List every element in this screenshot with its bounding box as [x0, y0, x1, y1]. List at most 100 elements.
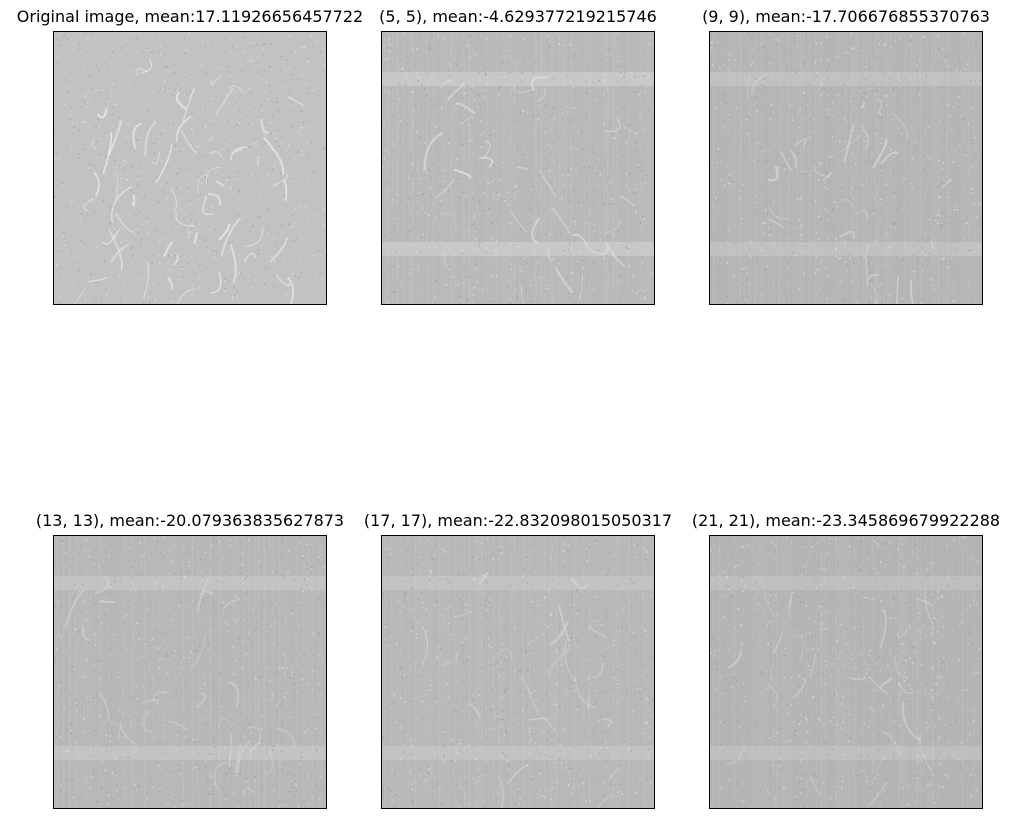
texture-band: [54, 576, 326, 590]
texture-speckle: [95, 51, 97, 54]
texture-speckle: [946, 215, 948, 218]
texture-speckle: [449, 605, 452, 608]
texture-speckle: [626, 688, 628, 691]
texture-speckle: [965, 183, 967, 185]
texture-speckle: [254, 258, 256, 260]
texture-speckle: [207, 146, 209, 148]
texture-speckle: [973, 269, 975, 271]
texture-speckle: [461, 179, 463, 182]
texture-speckle: [294, 795, 296, 797]
texture-speckle: [114, 257, 116, 260]
texture-speckle: [126, 647, 128, 650]
texture-speckle: [874, 133, 877, 135]
texture-speckle: [417, 622, 419, 624]
texture-speckle: [173, 609, 176, 611]
texture-speckle: [424, 212, 427, 214]
texture-speckle: [466, 49, 468, 51]
texture-speckle: [550, 735, 552, 737]
texture-band: [439, 536, 440, 808]
texture-speckle: [895, 222, 897, 224]
texture-speckle: [561, 634, 564, 636]
texture-speckle: [549, 233, 551, 235]
texture-speckle: [938, 146, 940, 149]
texture-speckle: [169, 549, 171, 552]
texture-speckle: [83, 32, 86, 34]
texture-speckle: [125, 68, 127, 71]
texture-speckle: [109, 654, 111, 657]
texture-speckle: [210, 776, 212, 778]
texture-speckle: [403, 32, 405, 34]
texture-speckle: [504, 75, 506, 77]
texture-speckle: [223, 102, 226, 104]
texture-edge: [215, 180, 225, 188]
texture-speckle: [765, 255, 768, 257]
texture-speckle: [430, 764, 433, 766]
texture-speckle: [382, 166, 384, 169]
texture-speckle: [801, 171, 803, 173]
texture-edge: [119, 721, 138, 746]
texture-speckle: [500, 782, 502, 784]
texture-speckle: [398, 69, 401, 71]
texture-speckle: [92, 214, 94, 217]
texture-speckle: [824, 182, 826, 184]
texture-band: [490, 32, 491, 304]
texture-speckle: [602, 246, 604, 248]
texture-speckle: [885, 193, 888, 196]
texture-speckle: [617, 60, 619, 63]
texture-speckle: [609, 780, 612, 783]
texture-speckle: [827, 116, 829, 119]
texture-speckle: [540, 769, 542, 771]
texture-speckle: [422, 589, 424, 591]
texture-speckle: [277, 130, 280, 132]
texture-speckle: [728, 103, 730, 105]
texture-speckle: [598, 159, 600, 161]
texture-speckle: [402, 738, 404, 740]
texture-speckle: [255, 44, 258, 46]
texture-speckle: [167, 243, 169, 246]
texture-speckle: [318, 655, 320, 657]
texture-speckle: [849, 287, 852, 289]
texture-speckle: [144, 631, 146, 633]
texture-speckle: [79, 570, 81, 572]
texture-speckle: [198, 645, 200, 648]
texture-band: [782, 32, 783, 304]
texture-speckle: [183, 657, 185, 659]
texture-speckle: [121, 733, 123, 736]
texture-speckle: [535, 273, 538, 275]
texture-speckle: [953, 209, 956, 211]
texture-speckle: [804, 173, 806, 175]
texture-speckle: [901, 265, 903, 268]
texture-speckle: [902, 91, 905, 94]
texture-speckle: [287, 772, 289, 774]
texture-band: [382, 746, 654, 760]
texture-speckle: [534, 299, 537, 302]
texture-speckle: [816, 256, 818, 259]
texture-speckle: [113, 575, 116, 578]
texture-speckle: [460, 284, 463, 286]
texture-band: [105, 536, 106, 808]
texture-speckle: [193, 649, 195, 652]
texture-speckle: [426, 787, 428, 790]
texture-speckle: [632, 676, 635, 679]
texture-speckle: [577, 801, 580, 804]
texture-speckle: [180, 672, 183, 674]
texture-speckle: [279, 760, 281, 763]
texture-speckle: [553, 118, 556, 120]
texture-speckle: [280, 225, 282, 227]
texture-speckle: [191, 293, 193, 296]
texture-speckle: [433, 51, 436, 53]
texture-speckle: [187, 101, 189, 104]
texture-speckle: [292, 682, 294, 684]
texture-speckle: [799, 72, 801, 74]
texture-speckle: [145, 48, 148, 50]
texture-speckle: [199, 273, 202, 275]
texture-speckle: [968, 249, 970, 251]
texture-speckle: [516, 296, 519, 298]
texture-speckle: [644, 182, 647, 185]
texture-speckle: [632, 275, 634, 278]
texture-speckle: [79, 611, 82, 614]
texture-speckle: [80, 88, 82, 90]
texture-speckle: [442, 203, 444, 205]
texture-speckle: [537, 646, 539, 649]
texture-speckle: [170, 619, 173, 622]
